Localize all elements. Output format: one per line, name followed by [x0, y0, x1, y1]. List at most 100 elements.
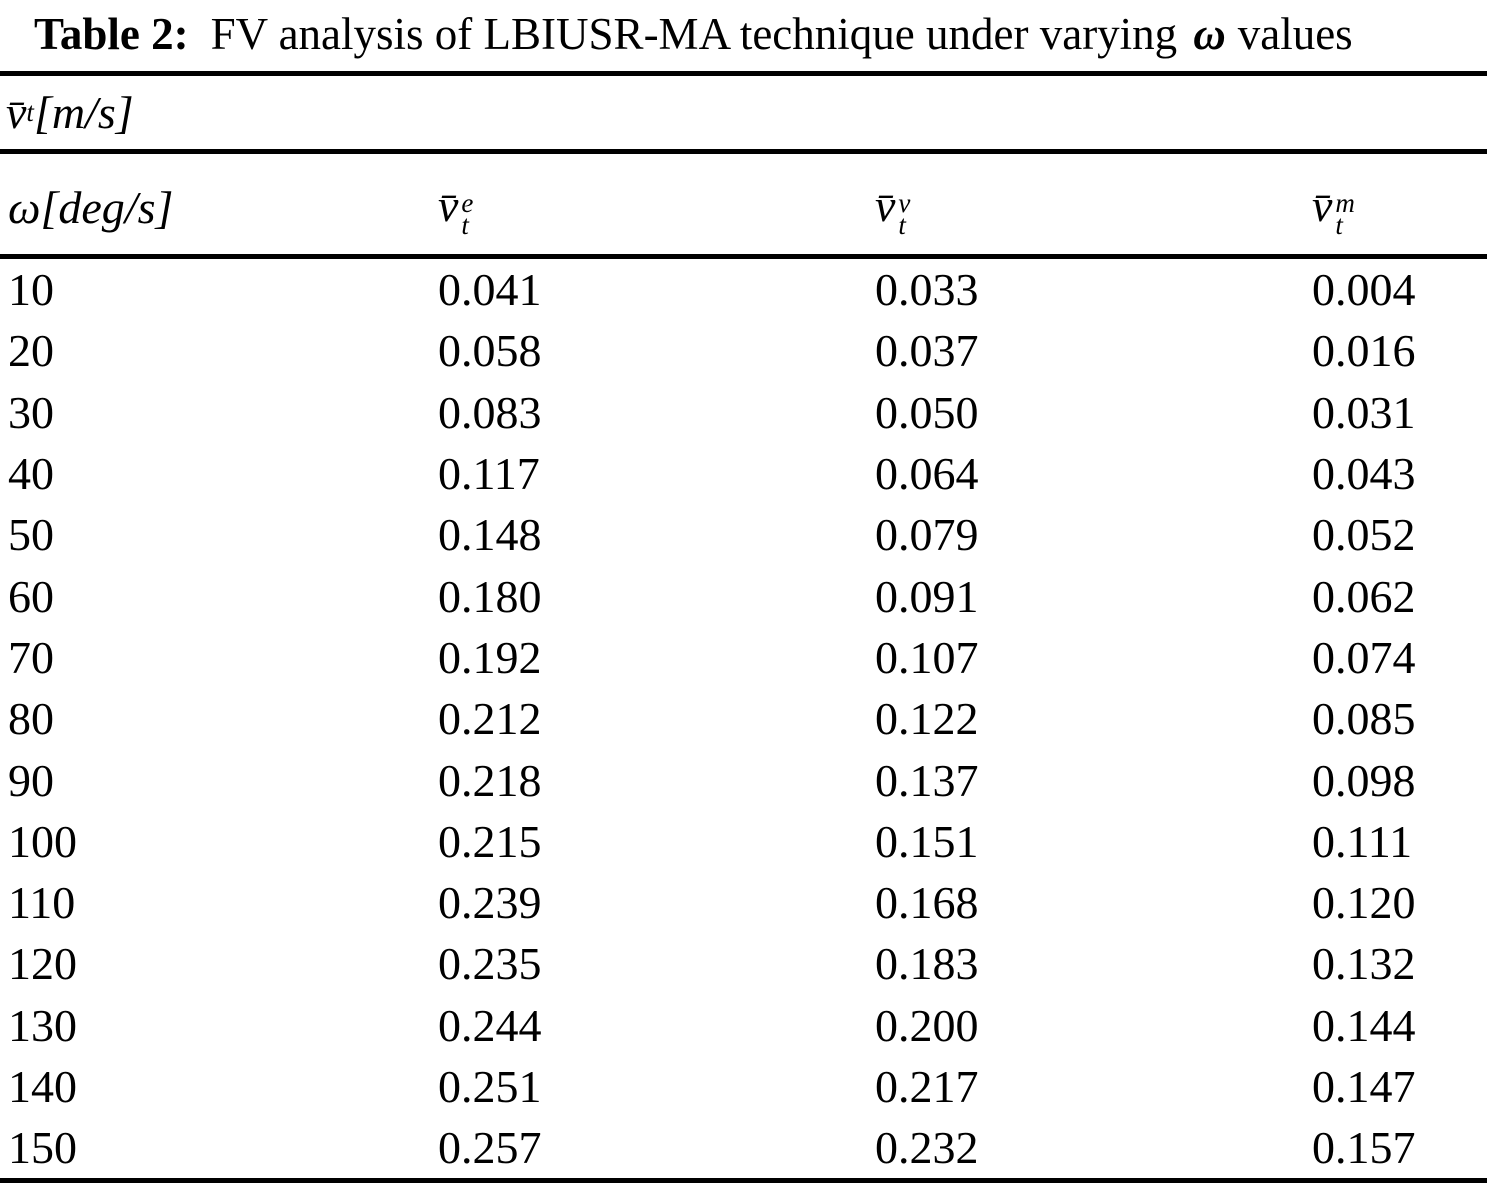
vbar-base: v̄: [1312, 179, 1333, 231]
vbar-base: v̄: [438, 179, 459, 231]
vm-value: 0.111: [1312, 815, 1413, 867]
column-header-row: ω[deg/s] v̄ e t v̄ v t v̄ m t: [0, 154, 1487, 254]
table-row: 150 0.257 0.232 0.157: [0, 1117, 1487, 1178]
table-row: 30 0.083 0.050 0.031: [0, 382, 1487, 443]
vv-value: 0.050: [875, 386, 979, 438]
vv-value: 0.033: [875, 264, 979, 316]
omega-value: 100: [8, 815, 77, 867]
mid-rule-2: [0, 254, 1487, 259]
omega-symbol: ω: [1193, 9, 1226, 59]
table-row: 110 0.239 0.168 0.120: [0, 872, 1487, 933]
table-row: 90 0.218 0.137 0.098: [0, 749, 1487, 810]
ve-value: 0.192: [438, 631, 542, 683]
omega-value: 10: [8, 264, 54, 316]
omega-value: 40: [8, 448, 54, 500]
omega-value: 90: [8, 754, 54, 806]
table-body: 10 0.041 0.033 0.004 20 0.058 0.037 0.01…: [0, 259, 1487, 1178]
ve-value: 0.239: [438, 877, 542, 929]
ve-value: 0.257: [438, 1122, 542, 1174]
vm-value: 0.031: [1312, 386, 1416, 438]
vm-value: 0.052: [1312, 509, 1416, 561]
vv-value: 0.079: [875, 509, 979, 561]
vm-value: 0.016: [1312, 325, 1416, 377]
column-header-vv: v̄ v t: [875, 179, 1312, 240]
group-header: v̄ t [m/s]: [0, 76, 1487, 149]
vv-value: 0.232: [875, 1122, 979, 1174]
ve-value: 0.218: [438, 754, 542, 806]
table-caption: Table 2: FV analysis of LBIUSR-MA techniq…: [0, 0, 1487, 71]
table-row: 70 0.192 0.107 0.074: [0, 627, 1487, 688]
table-caption-text: FV analysis of LBIUSR-MA technique under…: [210, 9, 1178, 59]
column-header-ve: v̄ e t: [438, 179, 875, 240]
table-row: 10 0.041 0.033 0.004: [0, 259, 1487, 320]
subscript-t: t: [461, 209, 469, 240]
ve-value: 0.212: [438, 693, 542, 745]
top-rule: [0, 71, 1487, 76]
omega-value: 120: [8, 938, 77, 990]
vv-value: 0.107: [875, 631, 979, 683]
vm-value: 0.098: [1312, 754, 1416, 806]
vm-value: 0.120: [1312, 877, 1416, 929]
omega-value: 140: [8, 1061, 77, 1112]
vm-value: 0.147: [1312, 1061, 1416, 1112]
superscript-v: v: [898, 187, 911, 218]
ve-value: 0.251: [438, 1061, 542, 1112]
unit-ms: [m/s]: [33, 87, 134, 138]
table-row: 80 0.212 0.122 0.085: [0, 688, 1487, 749]
vm-value: 0.004: [1312, 264, 1416, 316]
superscript-m: m: [1335, 187, 1355, 218]
vm-value: 0.157: [1312, 1122, 1416, 1174]
ve-value: 0.083: [438, 386, 542, 438]
ve-value: 0.058: [438, 325, 542, 377]
ve-value: 0.148: [438, 509, 542, 561]
table-row: 100 0.215 0.151 0.111: [0, 811, 1487, 872]
omega-value: 20: [8, 325, 54, 377]
vv-value: 0.091: [875, 570, 979, 622]
ve-value: 0.215: [438, 815, 542, 867]
omega-value: 60: [8, 570, 54, 622]
omega-value: 150: [8, 1122, 77, 1174]
subscript-t: t: [1335, 209, 1343, 240]
table-row: 50 0.148 0.079 0.052: [0, 504, 1487, 565]
table-row: 20 0.058 0.037 0.016: [0, 320, 1487, 381]
column-header-vm: v̄ m t: [1312, 179, 1487, 240]
vm-value: 0.132: [1312, 938, 1416, 990]
omega-value: 130: [8, 999, 77, 1051]
omega-value: 70: [8, 631, 54, 683]
mid-rule-1: [0, 149, 1487, 154]
table-row: 130 0.244 0.200 0.144: [0, 995, 1487, 1056]
vv-value: 0.122: [875, 693, 979, 745]
table-caption-label: Table 2:: [34, 9, 189, 59]
omega-base: ω: [8, 181, 41, 233]
vbar-base: v̄: [6, 87, 27, 138]
vm-value: 0.144: [1312, 999, 1416, 1051]
vv-value: 0.200: [875, 999, 979, 1051]
table-row: 60 0.180 0.091 0.062: [0, 565, 1487, 626]
ve-value: 0.235: [438, 938, 542, 990]
omega-value: 50: [8, 509, 54, 561]
vv-value: 0.151: [875, 815, 979, 867]
vv-value: 0.037: [875, 325, 979, 377]
vm-value: 0.062: [1312, 570, 1416, 622]
omega-value: 110: [8, 877, 76, 929]
vbar-base: v̄: [875, 179, 896, 231]
vm-value: 0.043: [1312, 448, 1416, 500]
subscript-t: t: [898, 209, 906, 240]
vm-value: 0.085: [1312, 693, 1416, 745]
ve-value: 0.180: [438, 570, 542, 622]
vv-value: 0.137: [875, 754, 979, 806]
superscript-e: e: [461, 187, 474, 218]
omega-value: 30: [8, 386, 54, 438]
vv-value: 0.217: [875, 1061, 979, 1112]
vbar-subscript: t: [26, 97, 34, 127]
ve-value: 0.041: [438, 264, 542, 316]
vm-value: 0.074: [1312, 631, 1416, 683]
vv-value: 0.064: [875, 448, 979, 500]
table-row: 140 0.251 0.217 0.147: [0, 1056, 1487, 1117]
vv-value: 0.183: [875, 938, 979, 990]
ve-value: 0.117: [438, 448, 540, 500]
vv-value: 0.168: [875, 877, 979, 929]
table-row: 40 0.117 0.064 0.043: [0, 443, 1487, 504]
bottom-rule: [0, 1178, 1487, 1183]
